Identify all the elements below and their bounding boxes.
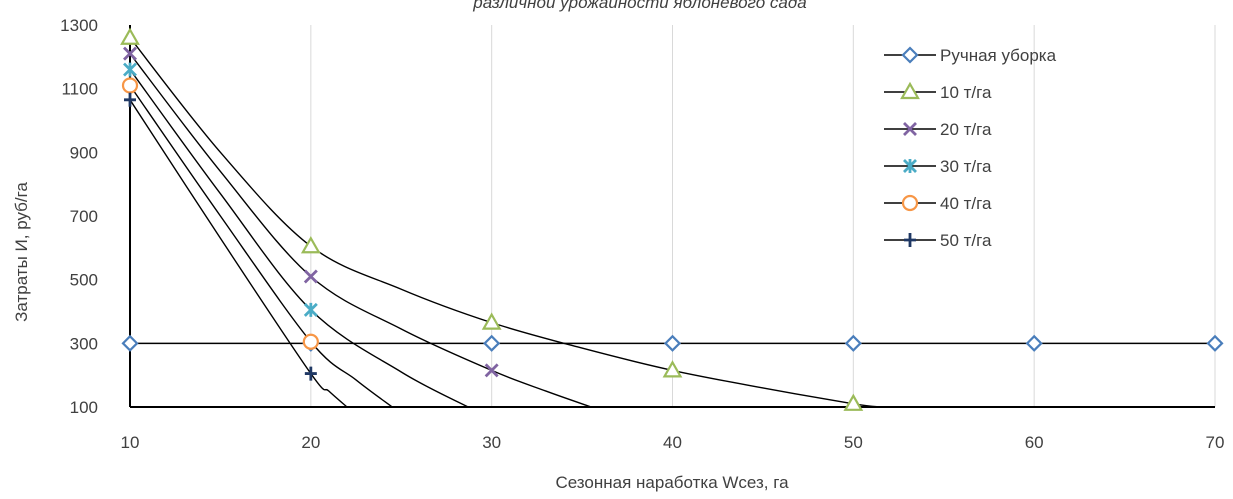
legend-marker-1-shape [901,46,919,64]
point-s2-40 [662,360,683,378]
curve-5 [129,99,348,408]
point-s1-30 [483,334,501,352]
y-tick-1300: 1300 [60,16,98,35]
y-axis-title: Затраты И, руб/га [12,182,31,322]
legend-marker-2 [900,81,920,100]
point-s4-10-shape [123,62,137,77]
x-tick-70: 70 [1206,433,1225,452]
point-s2-50 [843,393,864,411]
legend-label-2: 10 т/га [940,83,992,102]
curve-2 [129,53,592,408]
point-s1-70-shape [1206,334,1224,352]
point-s1-60 [1025,334,1043,352]
legend-marker-4 [903,159,917,173]
point-s3-20-shape [303,269,318,284]
point-s1-10-shape [121,334,139,352]
grid [310,25,1216,407]
point-s2-30-shape [481,312,502,330]
point-s2-50-shape [843,393,864,411]
point-s1-50-shape [844,334,862,352]
legend-marker-3-shape [903,122,917,136]
x-tick-10: 10 [121,433,140,452]
x-tick-20: 20 [301,433,320,452]
x-tick-30: 30 [482,433,501,452]
point-s5-10 [121,77,139,94]
legend-entry-2: 10 т/га [884,81,992,102]
point-s3-30-shape [484,363,499,378]
y-tick-300: 300 [70,334,98,353]
point-s2-30 [481,312,502,330]
legend-entry-3: 20 т/га [884,120,992,139]
legend-marker-5-shape [901,194,919,212]
legend: Ручная уборка 10 т/га 20 т/га 30 т/га 40 т/г… [884,46,1057,250]
point-s1-40 [663,334,682,352]
y-tick-900: 900 [70,143,98,162]
point-s1-60-shape [1025,334,1043,352]
legend-entry-1: Ручная уборка [884,46,1057,65]
legend-label-6: 50 т/га [940,231,992,250]
x-tick-50: 50 [844,433,863,452]
point-s1-50 [844,334,862,352]
x-axis-title: Сезонная наработка Wсез, га [555,473,789,492]
point-s1-70 [1206,334,1224,352]
chart-title: различной урожайности яблоневого сада [472,0,806,12]
point-s6-10-shape [124,92,136,107]
y-tick-700: 700 [70,207,98,226]
point-s3-30 [484,363,499,378]
legend-marker-6-shape [904,233,916,247]
point-s2-10-shape [120,27,140,45]
y-tick-100: 100 [70,398,98,417]
legend-marker-4-shape [903,159,917,173]
y-tick-1100: 1100 [61,80,98,99]
point-s2-20 [300,236,321,254]
point-s6-20 [304,366,317,381]
point-s6-10 [124,92,136,107]
x-tick-labels: 10 20 30 40 50 60 70 [121,433,1225,452]
point-s4-20-shape [303,302,318,317]
point-s5-10-shape [121,77,139,94]
x-tick-60: 60 [1025,433,1044,452]
legend-label-1: Ручная уборка [940,46,1057,65]
legend-marker-2-shape [900,81,920,100]
legend-marker-3 [903,122,917,136]
point-s1-40-shape [663,334,682,352]
point-s2-40-shape [662,360,683,378]
legend-label-4: 30 т/га [940,157,992,176]
curve-1 [129,37,881,408]
point-s2-20-shape [300,236,321,254]
point-s1-10 [121,334,139,352]
point-s1-30-shape [483,334,501,352]
point-s3-10-shape [123,46,137,61]
y-tick-500: 500 [70,271,98,290]
legend-entry-5: 40 т/га [884,194,992,213]
legend-marker-1 [901,46,919,64]
legend-marker-5 [901,194,919,212]
point-s4-10 [123,62,137,77]
point-s4-20 [303,302,318,317]
x-tick-40: 40 [663,433,682,452]
point-s6-20-shape [304,366,317,381]
curve-3 [129,69,469,408]
legend-marker-6 [904,233,916,247]
y-tick-labels: 100 300 500 700 900 1100 1300 [60,16,98,417]
legend-entry-6: 50 т/га [884,231,992,250]
point-s5-20-shape [302,333,319,350]
legend-label-5: 40 т/га [940,194,992,213]
point-s5-20 [302,333,319,350]
legend-label-3: 20 т/га [940,120,992,139]
legend-entry-4: 30 т/га [884,157,992,176]
point-s3-20 [303,269,318,284]
point-s3-10 [123,46,137,61]
point-s2-10 [120,27,140,45]
curve-4 [129,85,393,408]
markers [120,27,1224,411]
